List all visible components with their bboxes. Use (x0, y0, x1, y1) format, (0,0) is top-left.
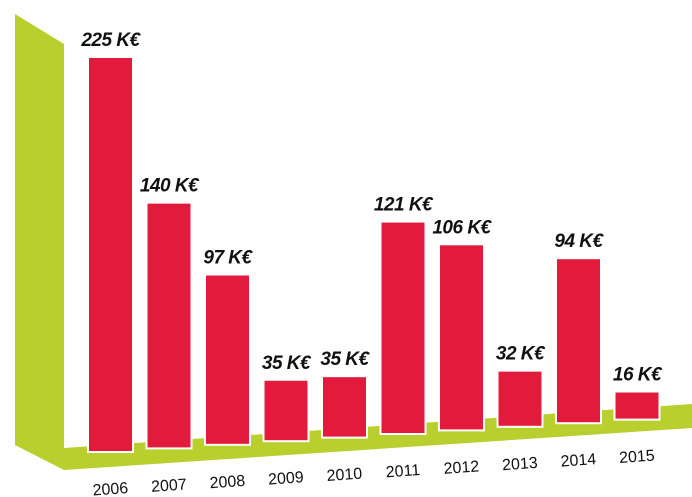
x-tick-label: 2012 (443, 458, 480, 477)
bar (555, 257, 602, 425)
x-tick-label: 2014 (560, 451, 597, 470)
bar (262, 378, 310, 443)
x-tick-label: 2011 (385, 462, 421, 481)
x-tick-label: 2009 (268, 469, 305, 488)
value-label: 32 K€ (496, 344, 546, 365)
x-tick-label: 2006 (92, 480, 129, 497)
value-label: 106 K€ (432, 217, 492, 238)
value-label: 94 K€ (554, 231, 604, 252)
bar (87, 56, 134, 453)
value-label: 16 K€ (613, 365, 663, 386)
bar (496, 369, 544, 428)
value-label: 225 K€ (80, 30, 141, 51)
value-label: 35 K€ (320, 349, 370, 370)
value-label: 140 K€ (140, 176, 200, 197)
value-label: 97 K€ (203, 248, 253, 269)
value-label: 35 K€ (262, 353, 312, 374)
x-tick-label: 2007 (151, 476, 188, 495)
bar (204, 273, 251, 446)
bar (613, 390, 661, 421)
bar (379, 220, 427, 435)
x-tick-label: 2008 (209, 473, 246, 492)
left-wall (15, 14, 64, 470)
bar (321, 375, 368, 439)
bar (438, 243, 485, 432)
x-tick-label: 2015 (619, 448, 656, 467)
value-label: 121 K€ (374, 195, 434, 216)
bar (145, 201, 193, 450)
x-tick-label: 2010 (326, 466, 363, 485)
x-tick-label: 2013 (502, 455, 539, 474)
